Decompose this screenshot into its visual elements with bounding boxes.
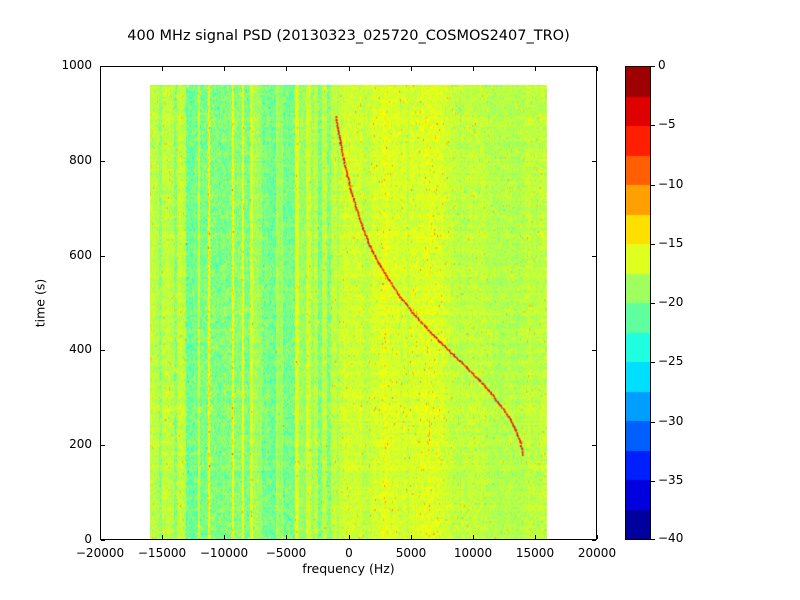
y-tick-mark [101,445,105,446]
colorbar-tick-label: −10 [658,177,684,191]
y-tick-label: 400 [69,342,92,356]
x-tick-label: 5000 [395,546,427,560]
plot-title: 400 MHz signal PSD (20130323_025720_COSM… [127,28,570,44]
y-tick-label: 800 [69,153,92,167]
y-tick-mark [101,66,105,67]
x-tick-mark [224,535,225,539]
x-tick-label: 15000 [515,546,555,560]
y-tick-label: 1000 [61,58,92,72]
x-tick-label: −10000 [199,546,249,560]
x-tick-mark-top [100,67,101,71]
x-tick-mark-top [286,67,287,71]
x-tick-mark [535,535,536,539]
x-tick-label: −20000 [75,546,125,560]
y-tick-mark [101,350,105,351]
x-tick-mark-top [535,67,536,71]
colorbar-tick-label: 0 [658,58,666,72]
x-tick-label: 10000 [453,546,493,560]
colorbar-tick-label: −40 [658,531,684,545]
y-tick-label: 600 [69,248,92,262]
y-tick-label: 200 [69,437,92,451]
y-tick-mark-right [592,350,596,351]
colorbar-tick-mark [651,362,655,363]
x-tick-mark-top [597,67,598,71]
colorbar-tick-mark [651,481,655,482]
colorbar-canvas [626,67,650,539]
colorbar-tick-mark [651,303,655,304]
colorbar-tick-label: −20 [658,295,684,309]
colorbar-tick-mark [651,185,655,186]
x-tick-mark-top [224,67,225,71]
x-tick-mark [411,535,412,539]
x-tick-mark-top [473,67,474,71]
x-tick-mark [162,535,163,539]
colorbar-tick-label: −35 [658,473,684,487]
x-tick-label: 0 [345,546,353,560]
x-tick-mark [100,535,101,539]
y-axis-label: time (s) [32,278,48,328]
x-tick-mark [473,535,474,539]
colorbar-tick-mark [651,125,655,126]
x-tick-mark [597,535,598,539]
y-tick-mark [101,161,105,162]
y-tick-mark-right [592,256,596,257]
colorbar-tick-mark [651,66,655,67]
x-tick-label: 20000 [577,546,617,560]
y-tick-mark-right [592,66,596,67]
colorbar-tick-label: −25 [658,354,684,368]
y-tick-mark-right [592,445,596,446]
spectrogram-canvas [150,85,547,540]
y-tick-label: 0 [84,532,92,546]
x-tick-mark [349,535,350,539]
x-axis-label: frequency (Hz) [302,561,395,576]
x-tick-label: −15000 [137,546,187,560]
x-tick-mark [286,535,287,539]
y-tick-mark [101,256,105,257]
x-tick-mark-top [162,67,163,71]
colorbar-tick-label: −15 [658,236,684,250]
colorbar-tick-mark [651,422,655,423]
y-tick-mark-right [592,540,596,541]
colorbar-tick-label: −5 [658,117,676,131]
y-tick-mark [101,540,105,541]
colorbar-tick-label: −30 [658,414,684,428]
colorbar-tick-mark [651,539,655,540]
colorbar-tick-mark [651,244,655,245]
x-tick-label: −5000 [265,546,307,560]
x-tick-mark-top [411,67,412,71]
y-tick-mark-right [592,161,596,162]
x-tick-mark-top [349,67,350,71]
